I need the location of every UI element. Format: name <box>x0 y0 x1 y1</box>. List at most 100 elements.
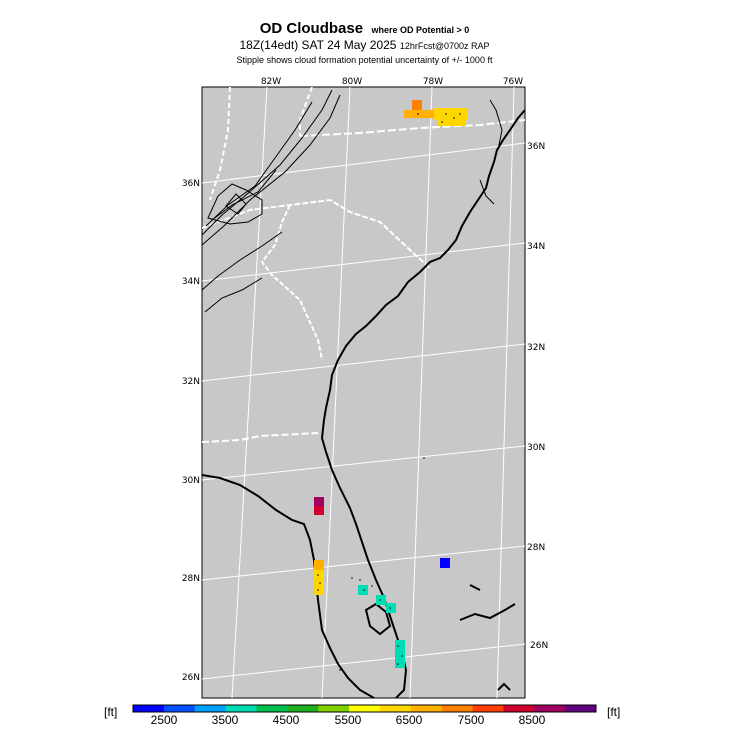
cb-tick-4500: 4500 <box>273 713 300 727</box>
cb-tick-7500: 7500 <box>458 713 485 727</box>
colorbar-swatch <box>534 705 566 712</box>
cb-tick-6500: 6500 <box>396 713 423 727</box>
colorbar-swatch <box>565 705 597 712</box>
cell <box>314 560 324 570</box>
contour <box>204 277 263 313</box>
bahamas-coast <box>459 603 516 621</box>
subtitle: 18Z(14edt) SAT 24 May 2025 12hrFcst@0700… <box>0 38 729 52</box>
lon-label-78w: 78W <box>423 77 443 87</box>
lat-right-36n: 36N <box>527 142 545 152</box>
map-content <box>202 87 525 698</box>
lat-left-36n: 36N <box>182 179 200 189</box>
colorbar-swatch <box>441 705 474 712</box>
contour <box>211 169 277 221</box>
parallel-32n <box>202 343 525 382</box>
colorbar-unit-right: [ft] <box>607 705 621 719</box>
stipple <box>379 599 381 601</box>
stipple <box>351 577 353 579</box>
cell <box>404 110 438 118</box>
parallel-30n <box>202 445 525 481</box>
va-nc-border <box>299 119 525 137</box>
contour <box>202 89 333 236</box>
stipple <box>371 585 373 587</box>
cb-tick-2500: 2500 <box>151 713 178 727</box>
lat-left-34n: 34N <box>182 277 200 287</box>
nc-sc-border <box>202 198 431 269</box>
colorbar-swatch <box>318 705 350 712</box>
title-qualifier: where OD Potential > 0 <box>371 25 470 35</box>
colorbar-swatch <box>410 705 443 712</box>
cell <box>386 603 396 613</box>
stipple <box>441 121 443 123</box>
cell <box>314 497 324 506</box>
parallel-26n <box>202 643 525 680</box>
stipple <box>359 579 361 581</box>
cell <box>434 108 468 120</box>
colorbar-swatch <box>472 705 504 712</box>
colorbar-swatch <box>349 705 381 712</box>
map-title: OD Cloudbase where OD Potential > 0 <box>0 20 729 38</box>
contour <box>202 94 341 246</box>
cell <box>412 100 422 110</box>
forecast-info: 12hrFcst@0700z RAP <box>399 41 490 51</box>
lat-right-28n: 28N <box>527 543 545 553</box>
meridian-78w <box>409 87 433 698</box>
contour <box>207 183 263 225</box>
lat-right-32n: 32N <box>527 343 545 353</box>
stipple <box>423 457 425 459</box>
map-frame <box>201 86 526 699</box>
lat-left-32n: 32N <box>182 377 200 387</box>
colorbar-border <box>132 704 597 713</box>
bahamas-isle-south <box>497 682 511 691</box>
colorbar-swatch <box>225 705 257 712</box>
contour <box>205 101 313 227</box>
lat-right-34n: 34N <box>527 242 545 252</box>
latitude-labels-right: 36N 34N 32N 30N 28N 26N <box>527 142 548 651</box>
va-border-west <box>299 87 313 136</box>
colorbar-swatch <box>133 705 165 712</box>
stipple-dots <box>317 113 461 671</box>
stipple <box>417 113 419 115</box>
stipple <box>339 669 341 671</box>
lon-label-80w: 80W <box>342 77 362 87</box>
cloudbase-cells <box>314 100 468 668</box>
lat-left-30n: 30N <box>182 476 200 486</box>
lat-right-26n: 26N <box>530 641 548 651</box>
stipple <box>445 113 447 115</box>
cell <box>376 595 386 605</box>
parallel-36n <box>202 142 525 184</box>
colorbar-tick-labels: 2500 3500 4500 5500 6500 7500 8500 <box>151 713 546 727</box>
stipple <box>319 582 321 584</box>
stipple <box>389 607 391 609</box>
cell <box>440 558 450 568</box>
cell <box>314 506 324 515</box>
colorbar-swatch <box>503 705 535 712</box>
lat-left-26n: 26N <box>182 673 200 683</box>
colorbar <box>132 704 597 713</box>
stipple <box>363 589 365 591</box>
cell <box>314 570 324 595</box>
sc-ga-border <box>260 204 323 361</box>
colorbar-swatch <box>194 705 227 712</box>
cb-tick-5500: 5500 <box>335 713 362 727</box>
valid-time: 18Z(14edt) SAT 24 May 2025 <box>239 38 397 52</box>
colorbar-unit-left: [ft] <box>104 705 118 719</box>
parallel-28n <box>202 545 525 581</box>
meridian-80w <box>321 87 351 698</box>
chesapeake-coast <box>489 99 503 151</box>
cell <box>395 640 405 668</box>
wv-va-border <box>209 87 231 201</box>
stipple <box>317 589 319 591</box>
title-main: OD Cloudbase <box>259 20 364 37</box>
bahamas-isle <box>469 584 481 591</box>
colorbar-swatch <box>163 705 196 712</box>
latitude-labels-left: 36N 34N 32N 30N 28N 26N <box>182 179 200 683</box>
state-boundaries <box>202 87 525 443</box>
cell <box>358 585 368 595</box>
colorbar-swatch <box>379 705 412 712</box>
lat-right-30n: 30N <box>527 443 545 453</box>
parallel-34n <box>202 242 525 282</box>
lon-label-76w: 76W <box>503 77 523 87</box>
cb-tick-3500: 3500 <box>212 713 239 727</box>
